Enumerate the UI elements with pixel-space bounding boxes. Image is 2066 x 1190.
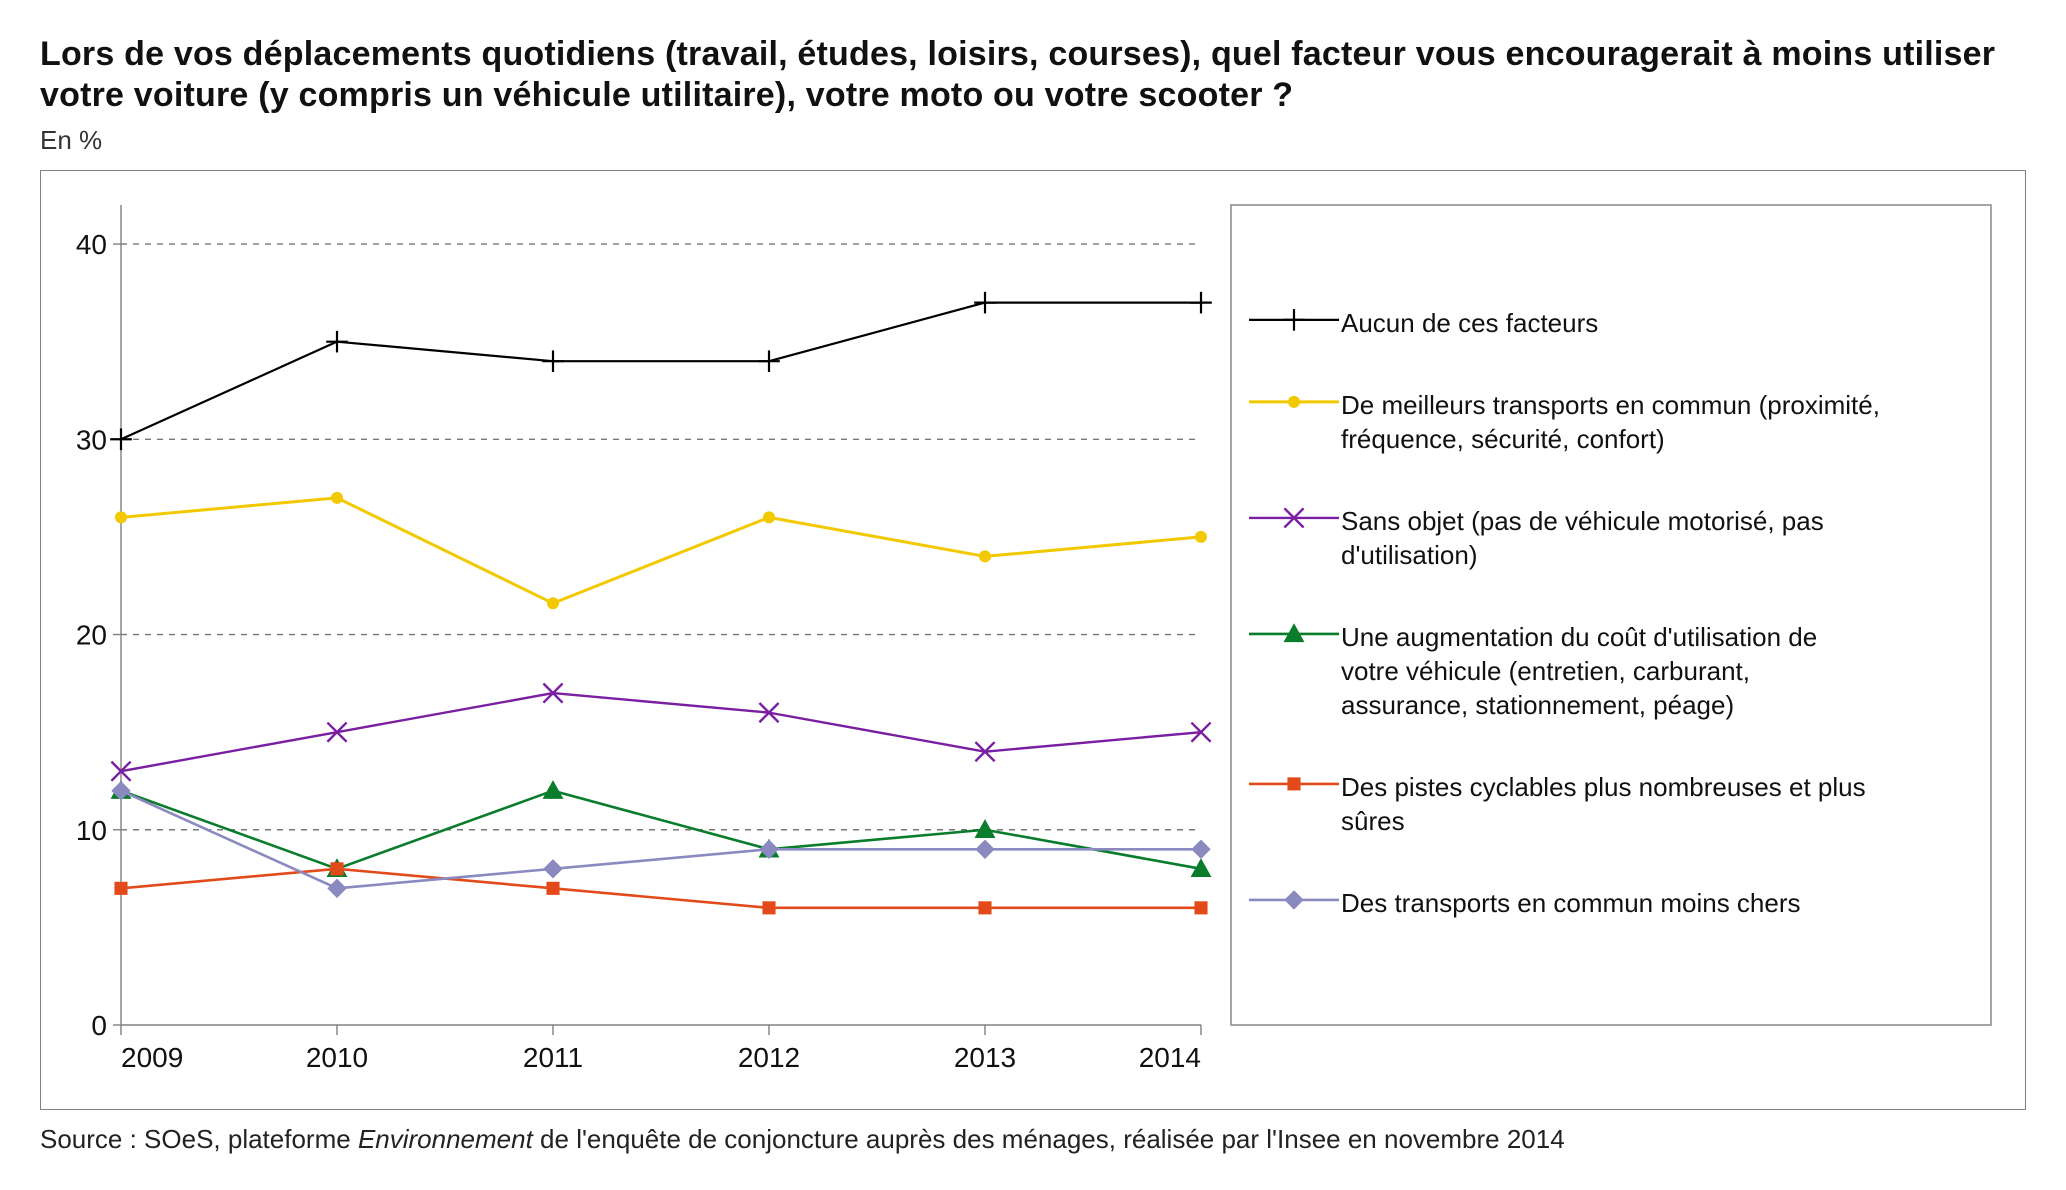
svg-text:Sans objet (pas de véhicule mo: Sans objet (pas de véhicule motorisé, pa… bbox=[1341, 506, 1824, 536]
svg-text:2010: 2010 bbox=[306, 1042, 368, 1073]
svg-text:2014: 2014 bbox=[1139, 1042, 1201, 1073]
svg-text:2013: 2013 bbox=[954, 1042, 1016, 1073]
svg-text:Aucun de ces facteurs: Aucun de ces facteurs bbox=[1341, 308, 1598, 338]
svg-text:0: 0 bbox=[91, 1010, 107, 1041]
svg-text:2012: 2012 bbox=[738, 1042, 800, 1073]
chart-frame: 0 10 20 30 40 2009 2010 2011 2012 2013 2014 Aucun d… bbox=[40, 170, 2026, 1110]
svg-text:2011: 2011 bbox=[523, 1042, 583, 1073]
svg-text:assurance, stationnement, péag: assurance, stationnement, péage) bbox=[1341, 690, 1734, 720]
chart-source: Source : SOeS, plateforme Environnement … bbox=[40, 1124, 2026, 1155]
svg-text:d'utilisation): d'utilisation) bbox=[1341, 540, 1477, 570]
legend: Aucun de ces facteurs De meilleurs transp… bbox=[1231, 205, 1991, 1025]
svg-text:sûres: sûres bbox=[1341, 806, 1405, 836]
source-italic: Environnement bbox=[358, 1124, 533, 1154]
svg-text:20: 20 bbox=[76, 619, 107, 650]
svg-text:30: 30 bbox=[76, 424, 107, 455]
svg-text:Des transports en commun moins: Des transports en commun moins chers bbox=[1341, 888, 1801, 918]
svg-text:2009: 2009 bbox=[121, 1042, 183, 1073]
svg-text:De meilleurs transports en com: De meilleurs transports en commun (proxi… bbox=[1341, 390, 1880, 420]
line-chart: 0 10 20 30 40 2009 2010 2011 2012 2013 2014 Aucun d… bbox=[41, 171, 2027, 1111]
source-suffix: de l'enquête de conjoncture auprès des m… bbox=[533, 1124, 1565, 1154]
source-prefix: Source : SOeS, plateforme bbox=[40, 1124, 358, 1154]
svg-text:Des pistes cyclables plus nomb: Des pistes cyclables plus nombreuses et … bbox=[1341, 772, 1866, 802]
svg-text:Une augmentation du coût d'uti: Une augmentation du coût d'utilisation d… bbox=[1341, 622, 1817, 652]
chart-title: Lors de vos déplacements quotidiens (tra… bbox=[40, 34, 2026, 117]
svg-text:40: 40 bbox=[76, 229, 107, 260]
svg-text:fréquence, sécurité, confort): fréquence, sécurité, confort) bbox=[1341, 424, 1665, 454]
chart-unit: En % bbox=[40, 125, 2026, 156]
svg-text:10: 10 bbox=[76, 815, 107, 846]
svg-text:votre véhicule (entretien, car: votre véhicule (entretien, carburant, bbox=[1341, 656, 1750, 686]
